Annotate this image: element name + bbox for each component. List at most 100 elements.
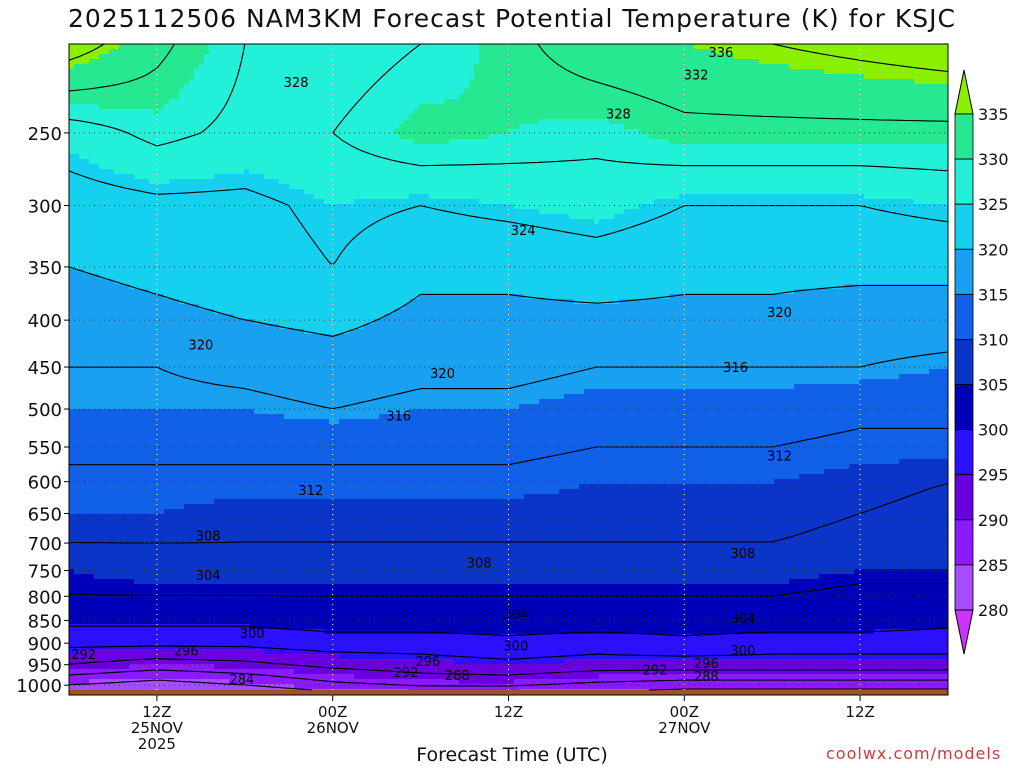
colorbar-label: 300: [978, 421, 1009, 440]
contour-label: 336: [709, 46, 734, 61]
contour-label: 316: [386, 409, 411, 424]
contour-label: 304: [730, 612, 755, 627]
y-tick-label: 500: [28, 400, 62, 421]
y-tick-label: 900: [28, 634, 62, 655]
y-tick-label: 1000: [16, 676, 62, 697]
y-tick-label: 750: [28, 562, 62, 583]
theta-contours: [69, 44, 948, 691]
x-tick-label: 00Z: [318, 703, 347, 721]
colorbar-segment: [954, 203, 974, 250]
colorbar-extend-bottom: [954, 609, 974, 655]
theta-fill: [69, 44, 948, 695]
contour-332: [69, 44, 948, 122]
colorbar-label: 320: [978, 240, 1009, 259]
contour-label: 304: [503, 608, 528, 623]
y-tick-label: 850: [28, 611, 62, 632]
contour-label: 288: [694, 670, 719, 685]
contour-label: 296: [416, 655, 441, 670]
y-tick-label: 600: [28, 473, 62, 494]
contour-label: 296: [174, 645, 199, 660]
contour-304: [69, 583, 948, 597]
x-tick-label: 00Z: [670, 703, 699, 721]
contour-328: [69, 44, 948, 172]
grid-lines: [69, 44, 948, 695]
y-tick-label: 800: [28, 587, 62, 608]
colorbar: 280 285 290 295 300 305 310 315 320 325 330 335: [954, 69, 1009, 655]
contour-label: 316: [723, 361, 748, 376]
contour-296: [69, 645, 948, 660]
colorbar-segment: [954, 564, 974, 611]
y-tick-label: 450: [28, 358, 62, 379]
colorbar-segment: [954, 474, 974, 521]
contour-label: 320: [767, 306, 792, 321]
contour-284: [69, 679, 948, 691]
colorbar-segment: [954, 293, 974, 340]
contour-label: 320: [188, 338, 213, 353]
contour-label: 328: [284, 76, 309, 91]
contour-292: [69, 658, 948, 676]
x-tick-label: 12Z: [142, 703, 171, 721]
contour-label: 308: [730, 547, 755, 562]
colorbar-label: 330: [978, 150, 1009, 169]
contour-label: 312: [767, 450, 792, 465]
colorbar-segment: [954, 384, 974, 431]
colorbar-label: 315: [978, 285, 1009, 304]
contour-label: 304: [196, 569, 221, 584]
contour-312: [69, 427, 948, 466]
contour-label: 284: [229, 673, 254, 688]
y-tick-label: 700: [28, 534, 62, 555]
y-tick-label: 250: [28, 124, 62, 145]
contour-300: [69, 625, 948, 637]
contour-288: [69, 669, 948, 687]
contour-label: 312: [298, 484, 323, 499]
contour-label: 320: [430, 367, 455, 382]
contour-label: 328: [606, 107, 631, 122]
contour-label: 300: [240, 627, 265, 642]
x-tick-label: 12Z: [494, 703, 523, 721]
x-tick-label: 25NOV: [131, 719, 184, 737]
colorbar-label: 285: [978, 556, 1009, 575]
contour-label: 308: [196, 530, 221, 545]
contour-324: [69, 170, 948, 266]
contour-label: 292: [643, 664, 668, 679]
contour-label: 300: [730, 644, 755, 659]
y-tick-label: 300: [28, 197, 62, 218]
contour-320: [69, 266, 948, 337]
x-tick-label: 12Z: [845, 703, 874, 721]
colorbar-extend-top: [954, 69, 974, 115]
x-tick-label: 2025: [138, 735, 176, 753]
y-axis: 2503003504004505005506006507007508008509…: [16, 124, 69, 697]
x-tick-label: 26NOV: [307, 719, 360, 737]
colorbar-segment: [954, 113, 974, 160]
contour-label: 296: [694, 657, 719, 672]
colorbar-label: 280: [978, 601, 1009, 620]
colorbar-segment: [954, 519, 974, 566]
contour-label: 292: [394, 666, 419, 681]
y-tick-label: 400: [28, 311, 62, 332]
contour-label: 300: [503, 639, 528, 654]
y-tick-label: 950: [28, 656, 62, 677]
contour-label: 292: [71, 648, 96, 663]
colorbar-segment: [954, 339, 974, 385]
x-axis-label: Forecast Time (UTC): [0, 744, 1024, 766]
colorbar-label: 310: [978, 330, 1009, 349]
credit-text[interactable]: coolwx.com/models: [826, 744, 1001, 763]
y-tick-label: 550: [28, 438, 62, 459]
colorbar-label: 335: [978, 105, 1009, 124]
contour-308: [69, 482, 948, 544]
colorbar-label: 290: [978, 511, 1009, 530]
surface-ground: [69, 689, 948, 695]
contour-336: [69, 44, 948, 73]
colorbar-segment: [954, 248, 974, 295]
y-tick-label: 650: [28, 505, 62, 526]
colorbar-label: 295: [978, 466, 1009, 485]
contour-label: 332: [684, 69, 709, 84]
x-tick-label: 27NOV: [658, 719, 711, 737]
chart-title: 2025112506 NAM3KM Forecast Potential Tem…: [0, 4, 1024, 33]
colorbar-segment: [954, 429, 974, 476]
contour-label: 308: [467, 557, 492, 572]
contour-label: 288: [445, 669, 470, 684]
